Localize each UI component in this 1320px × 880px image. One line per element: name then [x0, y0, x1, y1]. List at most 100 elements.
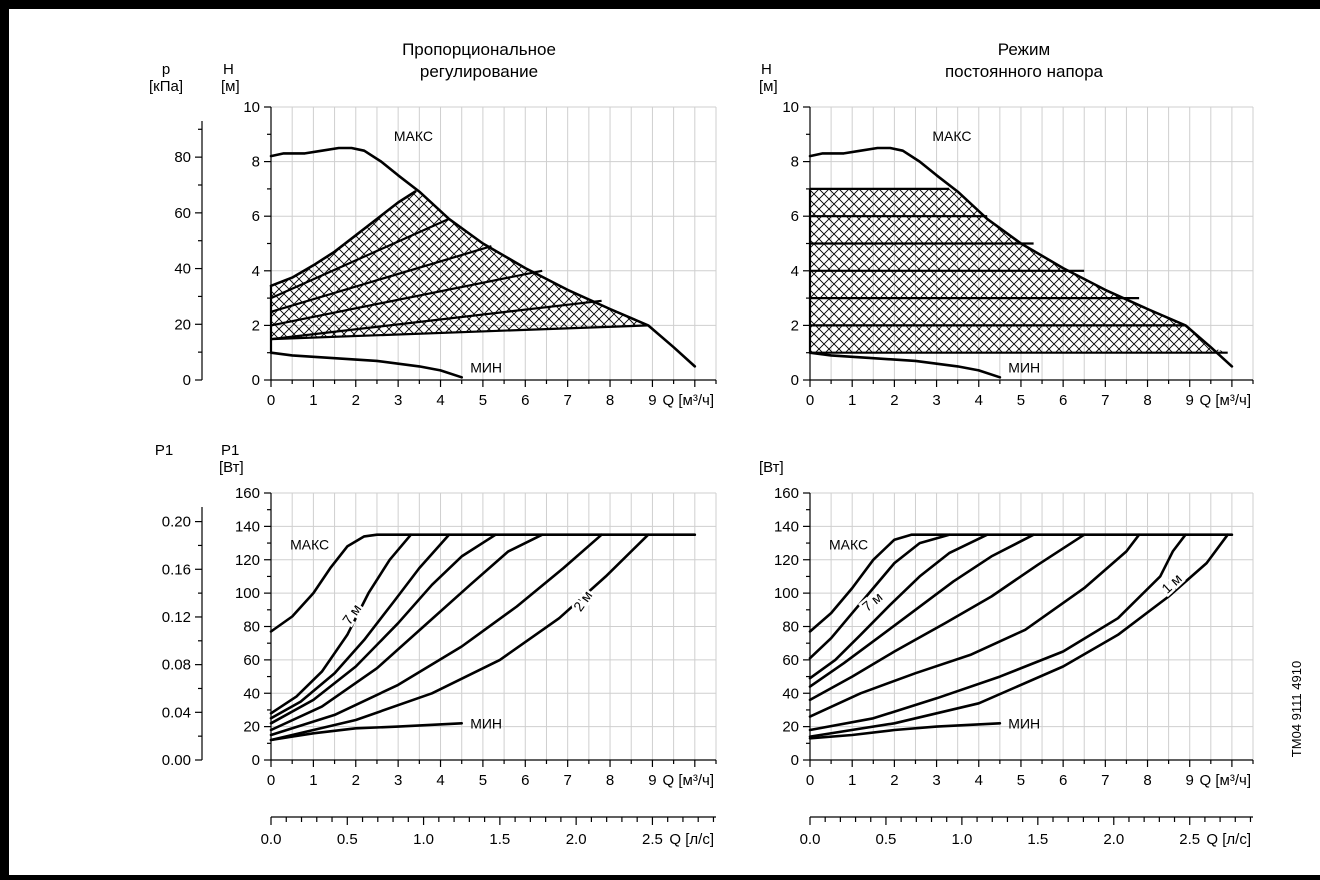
- br-x-tick-label: 1: [848, 772, 856, 789]
- tl-y-label-h: H: [223, 61, 234, 78]
- br-x-tick-label: 5: [1017, 772, 1025, 789]
- tl-x-tick-label: 4: [436, 392, 444, 409]
- tr-x-tick-label: 5: [1017, 392, 1025, 409]
- doc-code: TM04 9111 4910: [1289, 661, 1304, 757]
- br-y-tick-label: 0: [791, 752, 799, 769]
- br-x2-tick-label: 0.5: [876, 831, 897, 848]
- bl-x-tick-label: 0: [267, 772, 275, 789]
- br-y-tick-label: 20: [782, 719, 799, 736]
- tl-x-tick-label: 5: [479, 392, 487, 409]
- br-x-axis-label: Q [м³/ч]: [1200, 772, 1251, 789]
- tl-upper-limit-curve: [269, 190, 417, 288]
- br-y-tick-label: 60: [782, 652, 799, 669]
- br-y-tick-label: 40: [782, 685, 799, 702]
- tr-x-tick-label: 2: [890, 392, 898, 409]
- tr-y-tick-label: 0: [791, 372, 799, 389]
- tr-y-tick-label: 8: [791, 154, 799, 171]
- br-curve-2-м: [808, 533, 1187, 732]
- bl-y-tick-label: 80: [243, 619, 260, 636]
- bl-x-tick-label: 6: [521, 772, 529, 789]
- bl-x-tick-label: 9: [648, 772, 656, 789]
- br-x-tick-label: 4: [975, 772, 983, 789]
- br-curve-6-м: [808, 533, 989, 680]
- tr-y-label-unit: [м]: [759, 78, 778, 95]
- br-y-tick-label: 140: [774, 518, 799, 535]
- tl-y2-tick-label: 0: [183, 372, 191, 389]
- br-min-label: МИН: [1008, 715, 1040, 731]
- tr-y-tick-label: 4: [791, 263, 799, 280]
- tl-min-curve: [269, 351, 463, 379]
- tl-x-tick-label: 9: [648, 392, 656, 409]
- tr-x-axis-label: Q [м³/ч]: [1200, 392, 1251, 409]
- tl-y2-tick-label: 20: [174, 316, 191, 333]
- br-x-tick-label: 8: [1143, 772, 1151, 789]
- tl-y2-label-p: p: [162, 61, 170, 78]
- br-y-tick-label: 160: [774, 485, 799, 502]
- bl-x2-tick-label: 2.5: [642, 831, 663, 848]
- bl-x2-tick-label: 1.0: [413, 831, 434, 848]
- br-x-tick-label: 3: [932, 772, 940, 789]
- bl-y2-tick-label: 0.08: [162, 657, 191, 674]
- bl-x-axis-label: Q [м³/ч]: [663, 772, 714, 789]
- bl-x2-tick-label: 0.5: [337, 831, 358, 848]
- br-x-tick-label: 9: [1186, 772, 1194, 789]
- bl-curve-4-м: [269, 533, 544, 732]
- bl-x2-tick-label: 1.5: [489, 831, 510, 848]
- tl-x-tick-label: 7: [563, 392, 571, 409]
- tl-title-line1: Пропорциональное: [402, 40, 556, 59]
- tl-y-tick-label: 6: [252, 208, 260, 225]
- br-x-tick-label: 6: [1059, 772, 1067, 789]
- bl-curve-5-м: [269, 533, 497, 725]
- br-label-7m: 7 м: [859, 589, 886, 615]
- tl-x-tick-label: 2: [352, 392, 360, 409]
- bl-curve-2-м: [269, 533, 650, 742]
- tr-y-tick-label: 2: [791, 317, 799, 334]
- bl-x2-tick-label: 2.0: [566, 831, 587, 848]
- tl-min-label: МИН: [470, 359, 502, 375]
- bl-x-tick-label: 8: [606, 772, 614, 789]
- br-max-label: МАКС: [829, 537, 868, 553]
- br-curve-1-м: [808, 533, 1229, 738]
- tr-max-label: МАКС: [932, 128, 971, 144]
- bl-x-tick-label: 1: [309, 772, 317, 789]
- bl-y2-tick-label: 0.16: [162, 561, 191, 578]
- tr-x-tick-label: 6: [1059, 392, 1067, 409]
- br-curve-4-м: [808, 533, 1086, 702]
- bl-curve-6-м: [269, 533, 451, 720]
- tl-y2-label-unit: [кПа]: [149, 78, 183, 95]
- br-curve-МАКС: [808, 533, 1234, 633]
- bl-y-label-unit: [Вт]: [219, 459, 244, 476]
- br-x2-tick-label: 1.5: [1027, 831, 1048, 848]
- tr-min-label: МИН: [1008, 359, 1040, 375]
- bl-y-tick-label: 140: [235, 518, 260, 535]
- chart-head-proportional: 0 2 4 6 8 10 0 1 2 3 4 5 6 7 8 9 Q [м³/ч] 0 20 40 60 80 МАКС МИ…: [174, 99, 717, 409]
- tr-title-line2: постоянного напора: [945, 62, 1104, 81]
- tl-y-tick-label: 8: [252, 154, 260, 171]
- tr-min-curve: [808, 351, 1002, 379]
- tr-x-tick-label: 4: [975, 392, 983, 409]
- bl-y-label-p1: P1: [221, 442, 239, 459]
- tl-y2-tick-label: 60: [174, 205, 191, 222]
- bl-max-label: МАКС: [290, 537, 329, 553]
- br-x2-tick-label: 2.0: [1103, 831, 1124, 848]
- br-curve-5-м: [808, 533, 1035, 688]
- tl-max-label: МАКС: [394, 128, 433, 144]
- tl-y2-tick-label: 80: [174, 149, 191, 166]
- tr-x-tick-label: 8: [1143, 392, 1151, 409]
- figure-frame: Пропорциональное регулирование p [кПа] H…: [9, 9, 1320, 875]
- bl-x-tick-label: 4: [436, 772, 444, 789]
- tr-title-line1: Режим: [998, 40, 1050, 59]
- br-x-tick-label: 0: [806, 772, 814, 789]
- tl-lower-limit: [270, 324, 649, 341]
- bl-y-tick-label: 120: [235, 552, 260, 569]
- bl-y2-tick-label: 0.04: [162, 704, 191, 721]
- bl-x2-axis-label: Q [л/с]: [669, 831, 714, 848]
- tr-x-tick-label: 3: [932, 392, 940, 409]
- bl-y2-label: P1: [155, 442, 173, 459]
- tl-x-tick-label: 8: [606, 392, 614, 409]
- bl-label-7m: 7 м: [339, 601, 364, 628]
- bl-x2-tick-label: 0.0: [261, 831, 282, 848]
- chart-head-constant: 0 2 4 6 8 10 0 1 2 3 4 5 6 7 8 9 Q [м³/ч] МАКС МИН: [782, 99, 1254, 409]
- br-x2-tick-label: 0.0: [800, 831, 821, 848]
- tl-line-3m: [270, 299, 602, 341]
